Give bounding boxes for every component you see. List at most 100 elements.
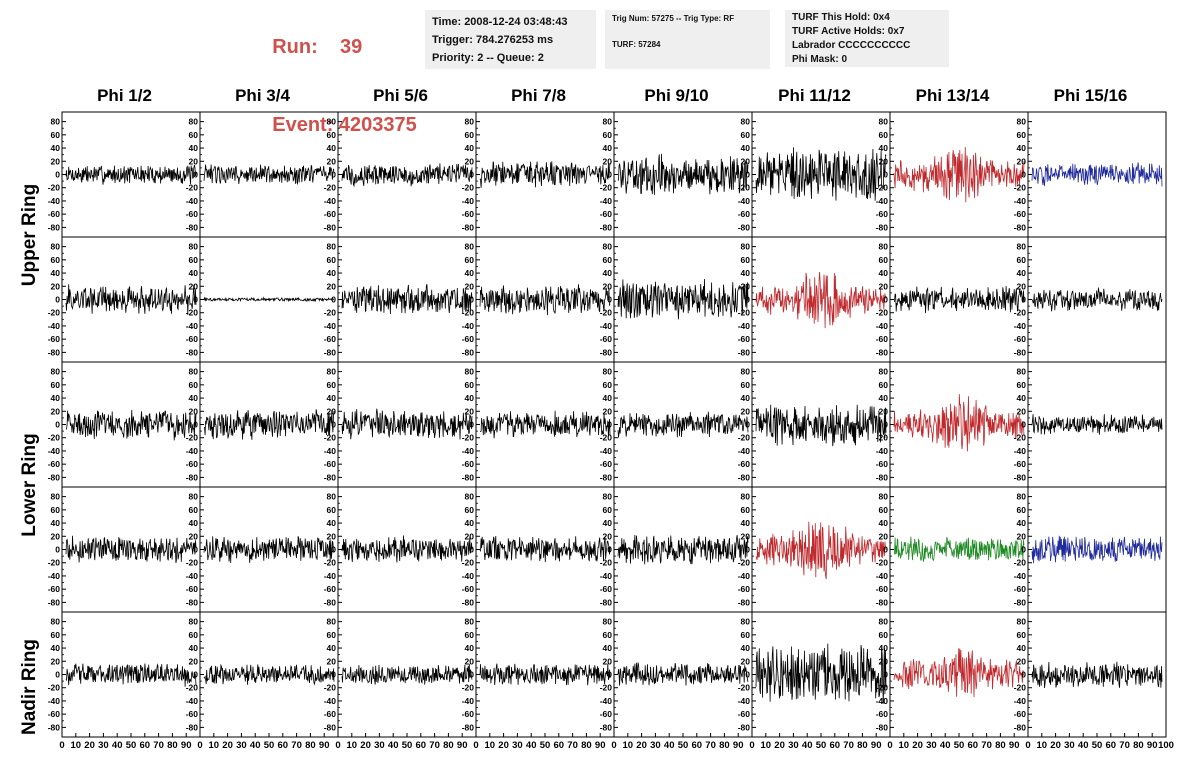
x-tick-label: 70 xyxy=(429,740,440,751)
y-tick-label: -60 xyxy=(738,584,751,594)
y-tick-label: 0 xyxy=(193,420,198,430)
x-tick-label: 60 xyxy=(278,740,289,751)
waveform-panel: -80 -60 -40 -20 0 20 40 60 80 xyxy=(738,361,891,488)
y-tick-label: 20 xyxy=(189,531,199,541)
y-tick-label: 20 xyxy=(879,406,889,416)
x-tick-label: 30 xyxy=(512,740,523,751)
y-tick-label: 40 xyxy=(189,518,199,528)
y-tick-label: 0 xyxy=(883,670,888,680)
y-tick-label: 80 xyxy=(741,367,751,377)
y-tick-label: -80 xyxy=(48,597,61,607)
y-tick-label: -20 xyxy=(324,308,337,318)
x-tick-label: 40 xyxy=(112,740,123,751)
x-tick-label: 10 xyxy=(899,740,910,751)
x-tick-label: 80 xyxy=(719,740,730,751)
waveform-trace xyxy=(65,409,197,441)
y-tick-label: -20 xyxy=(48,558,61,568)
y-tick-label: 20 xyxy=(51,531,61,541)
y-tick-label: -60 xyxy=(462,709,475,719)
y-tick-label: 20 xyxy=(603,281,613,291)
waveform-panel: -80 -60 -40 -20 0 20 40 60 80 xyxy=(600,111,753,238)
x-tick-label: 10 xyxy=(1037,740,1048,751)
waveform-trace xyxy=(755,404,887,447)
run-label: Run: xyxy=(272,36,318,58)
y-tick-label: -20 xyxy=(600,433,613,443)
x-tick-label: 70 xyxy=(567,740,578,751)
y-tick-label: -80 xyxy=(324,347,337,357)
x-tick-label: 80 xyxy=(581,740,592,751)
y-tick-label: -40 xyxy=(324,196,337,206)
y-tick-label: -60 xyxy=(1014,584,1027,594)
y-tick-label: -20 xyxy=(324,433,337,443)
y-tick-label: 20 xyxy=(465,531,475,541)
y-tick-label: 0 xyxy=(883,420,888,430)
y-tick-label: -80 xyxy=(876,472,889,482)
priority-line: Priority: 2 -- Queue: 2 xyxy=(432,52,544,64)
x-tick-label: 50 xyxy=(678,740,689,751)
y-tick-label: -60 xyxy=(738,459,751,469)
y-tick-label: -40 xyxy=(324,321,337,331)
x-tick-label: 10 xyxy=(761,740,772,751)
waveform-trace xyxy=(341,663,473,685)
x-tick-label: 40 xyxy=(388,740,399,751)
y-tick-label: -60 xyxy=(1014,334,1027,344)
x-tick-label: 50 xyxy=(1092,740,1103,751)
y-tick-label: -60 xyxy=(1014,709,1027,719)
y-tick-label: -20 xyxy=(738,683,751,693)
x-tick-label: 90 xyxy=(733,740,744,751)
y-tick-label: 80 xyxy=(879,242,889,252)
y-tick-label: 0 xyxy=(331,545,336,555)
y-tick-label: -60 xyxy=(462,334,475,344)
y-tick-label: -60 xyxy=(738,209,751,219)
y-tick-label: -80 xyxy=(600,597,613,607)
y-tick-label: -20 xyxy=(48,433,61,443)
y-tick-label: -40 xyxy=(738,696,751,706)
labrador-line: Labrador CCCCCCCCCC xyxy=(792,40,911,51)
y-tick-label: -60 xyxy=(186,334,199,344)
y-tick-label: 40 xyxy=(51,143,61,153)
waveform-trace xyxy=(203,164,335,186)
y-tick-label: 0 xyxy=(607,545,612,555)
x-tick-label: 20 xyxy=(360,740,371,751)
x-tick-label: 100 xyxy=(1158,740,1174,751)
y-tick-label: 80 xyxy=(51,242,61,252)
waveform-panel: -80 -60 -40 -20 0 20 40 60 80 xyxy=(324,611,477,738)
y-tick-label: 60 xyxy=(879,380,889,390)
y-tick-label: 0 xyxy=(883,545,888,555)
y-tick-label: -80 xyxy=(186,722,199,732)
x-tick-label: 90 xyxy=(457,740,468,751)
x-tick-label: 10 xyxy=(347,740,358,751)
y-tick-label: 60 xyxy=(51,255,61,265)
y-tick-label: -20 xyxy=(1014,683,1027,693)
waveform-panel: -80 -60 -40 -20 0 20 40 60 80 xyxy=(462,486,615,613)
y-tick-label: -80 xyxy=(876,597,889,607)
y-tick-label: -20 xyxy=(876,183,889,193)
phi-header-5: Phi 9/10 xyxy=(644,86,709,105)
y-tick-label: -80 xyxy=(324,597,337,607)
y-tick-label: -20 xyxy=(48,183,61,193)
y-tick-label: -60 xyxy=(600,209,613,219)
y-tick-label: 60 xyxy=(465,255,475,265)
y-tick-label: -20 xyxy=(186,183,199,193)
y-tick-label: 0 xyxy=(745,670,750,680)
x-tick-label: 30 xyxy=(788,740,799,751)
y-tick-label: -60 xyxy=(1014,209,1027,219)
waveform-panel: -80 -60 -40 -20 0 20 40 60 80 xyxy=(876,611,1029,738)
waveform-panel: -80 -60 -40 -20 0 20 40 60 80 xyxy=(1014,361,1167,488)
y-tick-label: -40 xyxy=(876,571,889,581)
x-tick-label: 40 xyxy=(802,740,813,751)
x-tick-label: 0 xyxy=(611,740,616,751)
y-tick-label: 80 xyxy=(51,367,61,377)
y-tick-label: 0 xyxy=(331,420,336,430)
y-tick-label: 20 xyxy=(879,281,889,291)
y-tick-label: -40 xyxy=(1014,696,1027,706)
y-tick-label: -80 xyxy=(1014,472,1027,482)
y-tick-label: 60 xyxy=(741,130,751,140)
y-tick-label: 0 xyxy=(193,170,198,180)
x-tick-label: 60 xyxy=(830,740,841,751)
waveform-trace xyxy=(203,409,335,440)
trigger-line: Trigger: 784.276253 ms xyxy=(432,34,554,46)
y-tick-label: -40 xyxy=(600,446,613,456)
x-tick-label: 80 xyxy=(305,740,316,751)
x-tick-label: 0 xyxy=(887,740,892,751)
